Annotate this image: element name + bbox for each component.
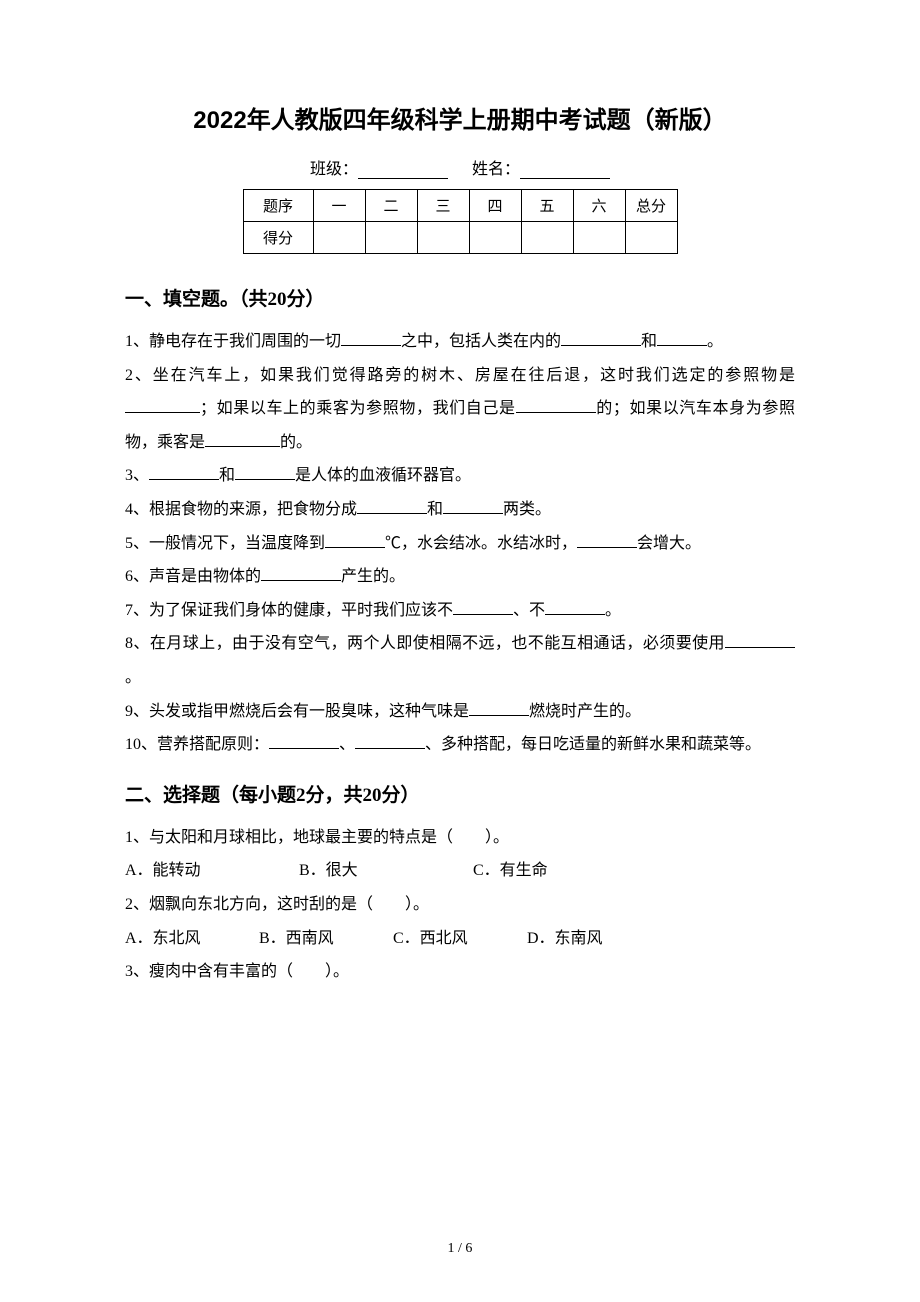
table-header: 二 [365, 190, 417, 222]
fill-blank[interactable] [235, 464, 295, 480]
q-text: 7、为了保证我们身体的健康，平时我们应该不 [125, 602, 453, 619]
fill-blank[interactable] [545, 599, 605, 615]
option-a[interactable]: A．能转动 [125, 854, 295, 888]
score-cell[interactable] [625, 222, 677, 254]
q-text: 之中，包括人类在内的 [401, 333, 561, 350]
question-2: 2、坐在汽车上，如果我们觉得路旁的树木、房屋在往后退，这时我们选定的参照物是 ；如… [125, 359, 795, 460]
q-text: 6、声音是由物体的 [125, 568, 261, 585]
fill-blank[interactable] [149, 464, 219, 480]
score-cell[interactable] [417, 222, 469, 254]
score-cell[interactable] [573, 222, 625, 254]
mc-options-2: A．东北风 B．西南风 C．西北风 D．东南风 [125, 922, 795, 956]
fill-blank[interactable] [516, 397, 596, 413]
table-header-label: 题序 [243, 190, 313, 222]
question-9: 9、头发或指甲燃烧后会有一股臭味，这种气味是 燃烧时产生的。 [125, 695, 795, 729]
score-cell[interactable] [365, 222, 417, 254]
q-text: 和 [641, 333, 657, 350]
q-text: 1、静电存在于我们周围的一切 [125, 333, 341, 350]
fill-blank[interactable] [725, 632, 795, 648]
fill-blank[interactable] [453, 599, 513, 615]
fill-blank[interactable] [205, 431, 280, 447]
fill-blank[interactable] [341, 330, 401, 346]
q-text: 、 [339, 736, 355, 753]
mc-question-3: 3、瘦肉中含有丰富的（ ）。 [125, 955, 795, 989]
table-header: 五 [521, 190, 573, 222]
fill-blank[interactable] [657, 330, 707, 346]
question-8: 8、在月球上，由于没有空气，两个人即使相隔不远，也不能互相通话，必须要使用。 [125, 627, 795, 694]
q-text: 10、营养搭配原则： [125, 736, 269, 753]
q-text: 。 [707, 333, 723, 350]
q-text: 、多种搭配，每日吃适量的新鲜水果和蔬菜等。 [425, 736, 761, 753]
q-text: 5、一般情况下，当温度降到 [125, 535, 325, 552]
fill-blank[interactable] [357, 498, 427, 514]
q-text: 8、在月球上，由于没有空气，两个人即使相隔不远，也不能互相通话，必须要使用 [125, 635, 725, 652]
option-a[interactable]: A．东北风 [125, 922, 255, 956]
q-text: 9、头发或指甲燃烧后会有一股臭味，这种气味是 [125, 703, 469, 720]
q-text: 是人体的血液循环器官。 [295, 467, 471, 484]
question-6: 6、声音是由物体的 产生的。 [125, 560, 795, 594]
q-text: 和 [219, 467, 235, 484]
q-text: 3、 [125, 467, 149, 484]
fill-blank[interactable] [269, 733, 339, 749]
q-text: 燃烧时产生的。 [529, 703, 641, 720]
fill-blank[interactable] [561, 330, 641, 346]
table-header: 三 [417, 190, 469, 222]
student-info-line: 班级： 姓名： [125, 155, 795, 179]
table-row: 得分 [243, 222, 677, 254]
question-3: 3、 和 是人体的血液循环器官。 [125, 459, 795, 493]
table-header: 一 [313, 190, 365, 222]
class-blank[interactable] [358, 161, 448, 179]
q-text: 2、坐在汽车上，如果我们觉得路旁的树木、房屋在往后退，这时我们选定的参照物是 [125, 367, 795, 384]
table-row: 题序 一 二 三 四 五 六 总分 [243, 190, 677, 222]
table-header: 六 [573, 190, 625, 222]
score-cell[interactable] [521, 222, 573, 254]
table-header: 总分 [625, 190, 677, 222]
option-c[interactable]: C．有生命 [473, 854, 643, 888]
q-text: 。 [125, 669, 141, 686]
question-4: 4、根据食物的来源，把食物分成 和 两类。 [125, 493, 795, 527]
fill-blank[interactable] [261, 565, 341, 581]
mc-question-1: 1、与太阳和月球相比，地球最主要的特点是（ ）。 [125, 821, 795, 855]
question-10: 10、营养搭配原则： 、 、多种搭配，每日吃适量的新鲜水果和蔬菜等。 [125, 728, 795, 762]
q-text: 会增大。 [637, 535, 701, 552]
table-header: 四 [469, 190, 521, 222]
fill-blank[interactable] [325, 532, 385, 548]
table-score-label: 得分 [243, 222, 313, 254]
fill-blank[interactable] [443, 498, 503, 514]
score-table: 题序 一 二 三 四 五 六 总分 得分 [243, 189, 678, 254]
q-text: 和 [427, 501, 443, 518]
question-5: 5、一般情况下，当温度降到 ℃，水会结冰。水结冰时， 会增大。 [125, 527, 795, 561]
q-text: 、不 [513, 602, 545, 619]
option-d[interactable]: D．东南风 [527, 922, 647, 956]
q-text: 产生的。 [341, 568, 405, 585]
score-cell[interactable] [313, 222, 365, 254]
q-text: 两类。 [503, 501, 551, 518]
name-label: 姓名： [472, 161, 520, 178]
name-blank[interactable] [520, 161, 610, 179]
mc-question-2: 2、烟飘向东北方向，这时刮的是（ ）。 [125, 888, 795, 922]
q-text: 4、根据食物的来源，把食物分成 [125, 501, 357, 518]
option-c[interactable]: C．西北风 [393, 922, 523, 956]
question-7: 7、为了保证我们身体的健康，平时我们应该不 、不 。 [125, 594, 795, 628]
fill-blank[interactable] [355, 733, 425, 749]
fill-blank[interactable] [577, 532, 637, 548]
option-b[interactable]: B．西南风 [259, 922, 389, 956]
q-text: ℃，水会结冰。水结冰时， [385, 535, 577, 552]
q-text: 。 [605, 602, 621, 619]
score-cell[interactable] [469, 222, 521, 254]
option-b[interactable]: B．很大 [299, 854, 469, 888]
section-1-title: 一、填空题。（共20分） [125, 284, 795, 311]
section-2-title: 二、选择题（每小题2分，共20分） [125, 780, 795, 807]
class-label: 班级： [310, 161, 358, 178]
q-text: ；如果以车上的乘客为参照物，我们自己是 [200, 400, 516, 417]
fill-blank[interactable] [469, 700, 529, 716]
q-text: 的。 [280, 434, 312, 451]
fill-blank[interactable] [125, 397, 200, 413]
question-1: 1、静电存在于我们周围的一切 之中，包括人类在内的 和 。 [125, 325, 795, 359]
page-number: 1 / 6 [0, 1241, 920, 1257]
mc-options-1: A．能转动 B．很大 C．有生命 [125, 854, 795, 888]
exam-title: 2022年人教版四年级科学上册期中考试题（新版） [125, 100, 795, 135]
